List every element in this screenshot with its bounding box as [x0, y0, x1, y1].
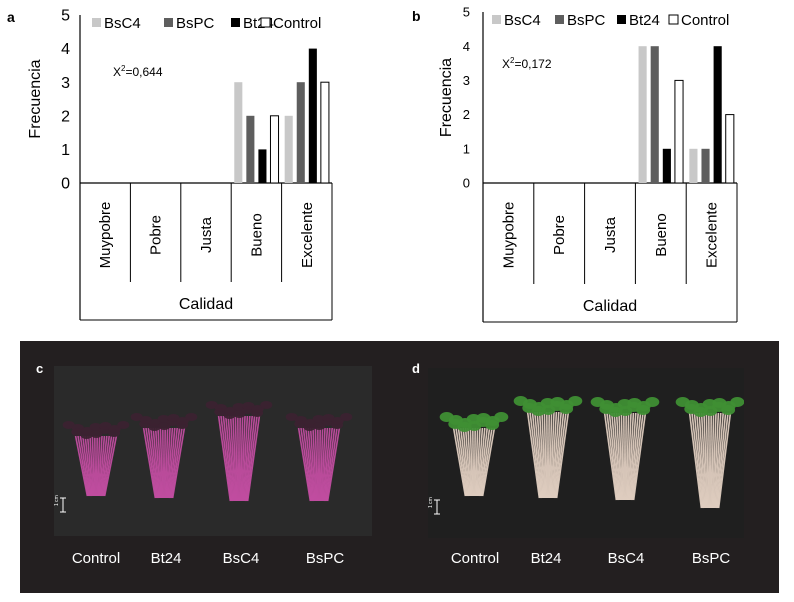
microgreen-bunch — [513, 396, 583, 499]
caption-c-bspc: BsPC — [305, 550, 345, 567]
legend-label-bsc4: BsC4 — [104, 15, 141, 32]
microgreen-bunch — [285, 413, 353, 502]
charts-area: a 0 1 2 3 4 5 Frecuencia Muypobre Pobre Justa Bueno… — [7, 5, 738, 323]
category-label-justa: Justa — [602, 216, 619, 253]
legend-swatch-control — [260, 17, 271, 28]
legend-swatch-bspc — [164, 18, 173, 27]
bar-bspc-bueno — [246, 115, 255, 183]
microgreen-bunch — [62, 421, 130, 497]
microgreen-bunch — [130, 413, 198, 499]
microgreen-bunch — [675, 397, 745, 509]
bar-control-bueno — [269, 115, 280, 184]
legend-label-bt24: Bt24 — [629, 12, 660, 29]
y-tick-label: 0 — [61, 176, 70, 193]
y-tick-label: 5 — [61, 8, 70, 25]
category-label-excelente: Excelente — [299, 202, 316, 268]
bar-bsc4-bueno — [638, 46, 647, 184]
bar-bsc4-bueno — [234, 82, 243, 183]
category-label-justa: Justa — [198, 216, 215, 253]
y-tick-label: 1 — [463, 141, 470, 156]
category-label-muypobre: Muypobre — [97, 202, 114, 269]
y-tick-label: 2 — [61, 108, 70, 125]
y-tick-label: 3 — [61, 75, 70, 92]
scale-bar-label: 1 cm — [54, 495, 60, 506]
y-axis-label: Frecuencia — [27, 59, 44, 138]
caption-d-bsc4: BsC4 — [607, 550, 645, 567]
y-tick-label: 5 — [463, 5, 470, 20]
caption-c-bt24: Bt24 — [150, 550, 182, 567]
category-label-pobre: Pobre — [551, 215, 568, 255]
bar-bsc4-excelente — [284, 115, 293, 183]
caption-d-control: Control — [450, 550, 500, 567]
bar-bspc-excelente — [296, 82, 305, 183]
legend-label-control: Control — [681, 12, 729, 29]
legend-label-bspc: BsPC — [567, 12, 606, 29]
legend-swatch-control — [668, 14, 679, 25]
legend-label-bsc4: BsC4 — [504, 12, 541, 29]
bar-bsc4-excelente — [689, 148, 698, 183]
category-label-pobre: Pobre — [148, 215, 165, 255]
legend-label-control: Control — [273, 15, 321, 32]
bar-bt24-bueno — [258, 149, 267, 183]
microgreen-bunch — [590, 397, 660, 501]
y-tick-label: 0 — [463, 176, 470, 191]
bar-bt24-excelente — [713, 46, 722, 184]
category-label-excelente: Excelente — [704, 202, 721, 268]
chart-b: b 0 1 2 3 4 5 Frecuencia Muypobre Pobre Justa Bueno… — [412, 5, 738, 323]
panel-label-b: b — [412, 8, 421, 24]
bar-bt24-excelente — [308, 48, 317, 183]
x-axis-label: Calidad — [583, 298, 637, 315]
legend-swatch-bspc — [555, 15, 564, 24]
photo-panels: c 1 cm Control Bt24 BsC4 BsPC d 1 cm Con… — [20, 341, 779, 593]
chi-square-annotation: X2=0,172 — [502, 56, 552, 71]
chart-a: a 0 1 2 3 4 5 Frecuencia Muypobre Pobre Justa Bueno… — [7, 8, 333, 321]
category-label-bueno: Bueno — [248, 213, 265, 256]
y-tick-label: 4 — [61, 41, 70, 58]
caption-c-bsc4: BsC4 — [222, 550, 260, 567]
y-tick-label: 2 — [463, 107, 470, 122]
category-label-bueno: Bueno — [653, 213, 670, 256]
panel-label-a: a — [7, 9, 15, 25]
bar-bspc-excelente — [701, 148, 710, 183]
y-axis-label: Frecuencia — [438, 58, 455, 137]
y-tick-label: 4 — [463, 39, 470, 54]
microgreen-bunch — [439, 412, 509, 497]
legend-swatch-bsc4 — [92, 18, 101, 27]
y-tick-label: 1 — [61, 142, 70, 159]
panel-label-d: d — [412, 361, 420, 376]
y-tick-label: 3 — [463, 73, 470, 88]
legend-swatch-bt24 — [617, 15, 626, 24]
microgreen-bunch — [205, 401, 273, 502]
caption-d-bt24: Bt24 — [530, 550, 562, 567]
photo-c-microgreens-red: 1 cm — [54, 366, 372, 536]
bar-bt24-bueno — [662, 148, 671, 183]
legend-label-bspc: BsPC — [176, 15, 215, 32]
scale-bar-icon — [60, 497, 66, 513]
bar-control-excelente — [725, 114, 735, 184]
x-axis-label: Calidad — [179, 296, 233, 313]
panel-label-c: c — [36, 361, 44, 376]
legend-swatch-bsc4 — [492, 15, 501, 24]
legend-swatch-bt24 — [231, 18, 240, 27]
caption-c-control: Control — [71, 550, 121, 567]
photo-d-microgreens-green: 1 cm — [428, 368, 745, 538]
scale-bar-icon — [434, 499, 440, 515]
bar-control-bueno — [674, 79, 684, 184]
bar-bspc-bueno — [650, 46, 659, 184]
bar-control-excelente — [320, 81, 330, 184]
chi-square-annotation: X2=0,644 — [113, 64, 163, 79]
scale-bar-label: 1 cm — [428, 497, 434, 508]
category-label-muypobre: Muypobre — [500, 202, 517, 269]
caption-d-bspc: BsPC — [691, 550, 731, 567]
